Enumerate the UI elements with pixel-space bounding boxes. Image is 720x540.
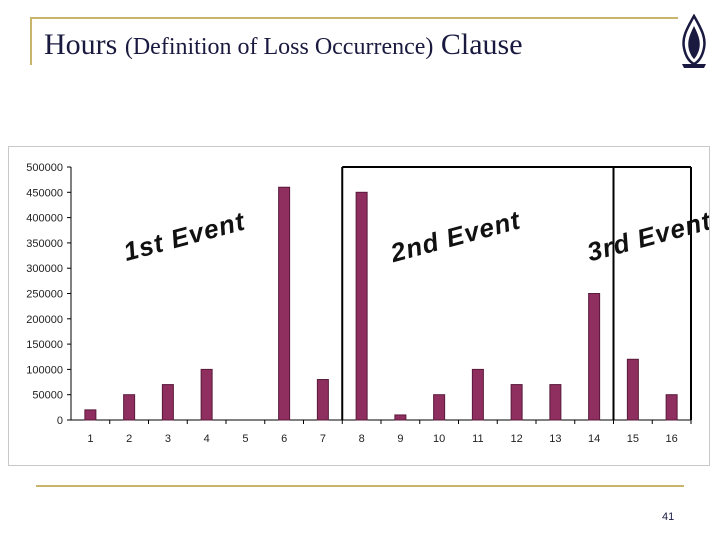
bar bbox=[394, 414, 407, 421]
bar bbox=[355, 191, 368, 421]
x-tick-label: 1 bbox=[87, 433, 93, 445]
x-tick-label: 2 bbox=[126, 433, 132, 445]
x-tick-label: 10 bbox=[433, 433, 445, 445]
y-tick-label: 400000 bbox=[26, 213, 63, 225]
y-tick-label: 150000 bbox=[26, 339, 63, 351]
x-tick-label: 6 bbox=[281, 433, 287, 445]
bar bbox=[161, 384, 174, 421]
x-tick-label: 16 bbox=[666, 433, 678, 445]
bar-chart: 0500001000001500002000002500003000003500… bbox=[26, 162, 709, 445]
title-main: Hours bbox=[44, 28, 118, 61]
left-rule bbox=[30, 17, 32, 65]
bar bbox=[588, 293, 601, 421]
x-tick-label: 13 bbox=[549, 433, 561, 445]
event-annotation: 1st Event bbox=[120, 206, 248, 267]
y-tick-label: 350000 bbox=[26, 238, 63, 250]
x-tick-label: 9 bbox=[397, 433, 403, 445]
x-tick-label: 3 bbox=[165, 433, 171, 445]
bar bbox=[278, 186, 291, 421]
bar bbox=[665, 394, 678, 421]
x-tick-label: 5 bbox=[242, 433, 248, 445]
y-tick-label: 200000 bbox=[26, 314, 63, 326]
title-end: Clause bbox=[440, 28, 523, 61]
y-tick-label: 300000 bbox=[26, 263, 63, 275]
chart-frame: 0 50000 100000 150000 200000 250000 300000 3500… bbox=[8, 146, 710, 466]
bar bbox=[471, 368, 484, 421]
top-rule bbox=[30, 17, 678, 19]
flame-emblem-icon bbox=[682, 14, 706, 68]
y-tick-label: 50000 bbox=[32, 390, 63, 402]
x-tick-label: 8 bbox=[359, 433, 365, 445]
bar bbox=[200, 368, 213, 421]
y-tick-label: 0 bbox=[57, 415, 63, 427]
bar bbox=[84, 409, 97, 421]
bar bbox=[123, 394, 136, 421]
page-number: 41 bbox=[662, 511, 675, 523]
y-tick-label: 500000 bbox=[26, 162, 63, 174]
y-tick-label: 450000 bbox=[26, 187, 63, 199]
x-tick-label: 11 bbox=[472, 433, 483, 445]
x-tick-label: 7 bbox=[320, 433, 326, 445]
x-tick-label: 12 bbox=[511, 433, 523, 445]
y-tick-label: 250000 bbox=[26, 289, 63, 301]
bar bbox=[549, 384, 562, 421]
title-parenthetical: (Definition of Loss Occurrence) bbox=[124, 34, 434, 60]
x-tick-label: 15 bbox=[627, 433, 639, 445]
slide-title: Hours (Definition of Loss Occurrence) Cl… bbox=[44, 28, 523, 62]
bottom-rule bbox=[36, 485, 684, 487]
bar bbox=[626, 358, 639, 421]
bar bbox=[433, 394, 446, 421]
bar bbox=[510, 384, 523, 421]
x-tick-label: 4 bbox=[204, 433, 210, 445]
x-tick-label: 14 bbox=[588, 433, 600, 445]
bar bbox=[316, 379, 329, 421]
y-tick-label: 100000 bbox=[26, 364, 63, 376]
event-annotation: 2nd Event bbox=[386, 204, 524, 268]
